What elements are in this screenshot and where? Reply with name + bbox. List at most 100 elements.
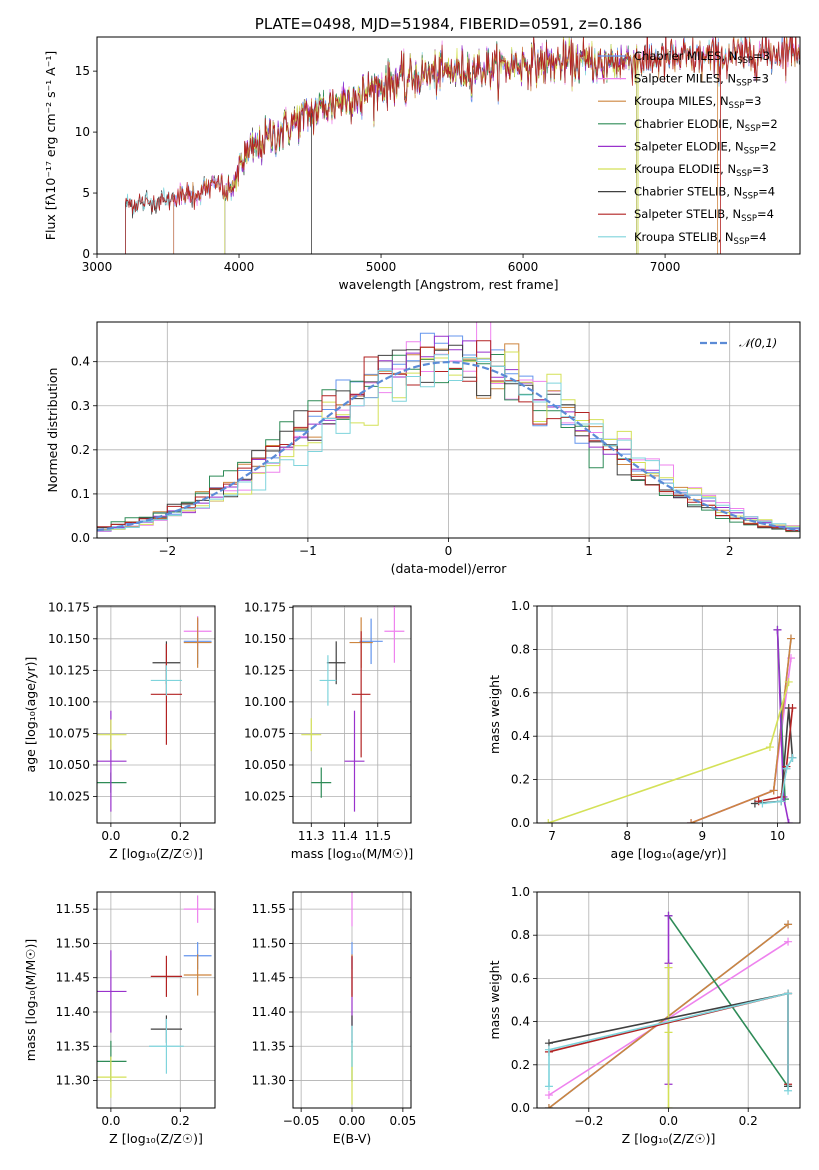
weight-vs-age-xtick-label: 7 [548,829,556,843]
age-vs-mass-ytick-label: 10.150 [244,632,286,646]
age-vs-Z-xtick-label: 0.0 [101,829,120,843]
mass-vs-Z-ytick-label: 11.35 [56,1039,90,1053]
age-vs-mass-point-salpeter-miles [384,606,405,663]
weight-vs-age-ytick-label: 0.2 [511,773,530,787]
age-vs-mass-frame-group: 11.3 11.4 11.5 10.025 10.050 10.075 10.100 10.1… [244,600,413,861]
residuals-ytick-label: 0.2 [71,443,90,457]
age-vs-mass-point-salpeter-stelib [351,631,371,758]
weight-vs-age-marker [687,819,696,823]
weight-vs-Z-frame-group: −0.2 0.0 0.2 0.0 0.2 0.4 0.6 0.8 1.0 Z [log₁₀(Z/Z… [487,885,801,1146]
weight-vs-age-marker [777,797,786,806]
legend-label-normal: 𝒩(0,1) [739,336,777,350]
weight-vs-age-plot [544,625,797,823]
mass-vs-Z-point-salpeter-stelib [150,955,183,997]
spectrum-series-salpeter-stelib [125,37,800,254]
age-vs-mass-ytick-label: 10.100 [244,695,286,709]
mass-vs-Z-plot-area [97,892,215,1108]
weight-vs-age-marker [758,799,767,808]
age-vs-mass-grid [293,606,411,823]
mass-vs-ebv-xtick-label: 0.00 [339,1114,366,1128]
weight-vs-Z-ytick-label: 0.0 [511,1101,530,1115]
age-vs-Z-plot [97,616,212,812]
weight-vs-age-xtick-label: 10 [770,829,785,843]
age-vs-mass-point-salpeter-elodie [344,710,365,812]
weight-vs-Z-ytick-label: 0.8 [511,928,530,942]
age-vs-Z-xlabel: Z [log₁₀(Z/Z☉)] [109,846,203,861]
age-vs-mass-point-chabrier-stelib [326,641,346,685]
mass-vs-ebv-frame [292,891,412,1109]
weight-vs-age-plot-area [537,606,800,823]
age-vs-Z-axes: 0.0 0.2 10.025 10.050 10.075 10.100 10.125 10.1… [23,600,216,861]
spectrum-ytick-label: 10 [75,125,90,139]
weight-vs-Z-ytick-label: 0.2 [511,1058,530,1072]
spectrum-xtick-label: 5000 [366,260,397,274]
mass-vs-Z-point-kroupa-miles [183,954,212,996]
age-vs-Z-frame-group: 0.0 0.2 10.025 10.050 10.075 10.100 10.125 10.1… [23,600,216,861]
spectrum-legend: Chabrier MILES, NSSP=3 Salpeter MILES, NS… [598,49,778,247]
residuals-xtick-label: 0 [445,544,453,558]
weight-vs-Z-marker [664,1028,673,1037]
weight-vs-age-axes: 7 8 9 10 0.0 0.2 0.4 0.6 0.8 1.0 age [log₁₀(age/yr… [487,599,801,861]
age-vs-Z-ytick-label: 10.125 [48,663,90,677]
legend-label-salpeter-miles: Salpeter MILES, NSSP=3 [634,72,769,89]
age-vs-mass-ytick-label: 10.175 [244,600,286,614]
weight-vs-age-marker [788,703,797,712]
weight-vs-Z-series-kroupa-stelib [548,992,789,1091]
mass-vs-Z-ytick-label: 11.45 [56,971,90,985]
weight-vs-Z-series-chabrier-elodie [667,915,789,1087]
age-vs-Z-ylabel: age [log₁₀(age/yr)] [23,657,38,773]
weight-vs-Z-marker [784,989,793,998]
legend-label-salpeter-stelib: Salpeter STELIB, NSSP=4 [634,207,774,224]
legend-label-chabrier-miles: Chabrier MILES, NSSP=3 [634,49,770,66]
mass-vs-ebv-xtick-label: −0.05 [283,1114,320,1128]
spectrum-plot-area [97,37,800,254]
weight-vs-Z-marker [544,1091,553,1100]
mass-vs-Z-point-salpeter-miles [183,895,212,923]
residuals-ytick-label: 0.3 [71,399,90,413]
age-vs-mass-point-kroupa-elodie [301,718,322,752]
weight-vs-Z-marker [544,1082,553,1091]
mass-vs-ebv-axes: −0.05 0.00 0.05 11.30 11.35 11.40 11.45 11.50 11… [252,891,416,1146]
weight-vs-age-marker [544,819,553,823]
mass-vs-Z-ytick-label: 11.30 [56,1074,90,1088]
mass-vs-Z-axes: 0.0 0.2 11.30 11.35 11.40 11.45 11.50 11.55 Z [l… [23,891,216,1146]
mass-vs-Z-xtick-label: 0.2 [171,1114,190,1128]
age-vs-Z-point-kroupa-elodie [97,719,127,750]
mass-vs-Z-ylabel: mass [log₁₀(M/M☉)] [23,939,38,1061]
weight-vs-age-ytick-label: 0.8 [511,642,530,656]
residuals-ytick-label: 0.1 [71,487,90,501]
mass-vs-ebv-ytick-label: 11.30 [252,1074,286,1088]
residuals-xtick-label: 1 [585,544,593,558]
age-vs-mass-xtick-label: 11.3 [298,829,325,843]
weight-vs-age-series-kroupa-stelib [762,757,794,805]
age-vs-mass-point-chabrier-miles [359,618,383,665]
age-vs-mass-frame [292,605,412,824]
age-vs-Z-ytick-label: 10.025 [48,790,90,804]
weight-vs-Z-plot [544,911,793,1108]
spectrum-xlabel: wavelength [Angstrom, rest frame] [338,277,558,292]
legend-label-salpeter-elodie: Salpeter ELODIE, NSSP=2 [634,139,777,156]
legend-label-kroupa-elodie: Kroupa ELODIE, NSSP=3 [634,162,769,179]
spectrum-xtick-label: 4000 [224,260,255,274]
weight-vs-Z-xtick-label: −0.2 [574,1114,603,1128]
weight-vs-age-xtick-label: 8 [623,829,631,843]
mass-vs-Z-point-salpeter-elodie [97,950,127,1033]
mass-vs-ebv-ytick-label: 11.50 [252,936,286,950]
age-vs-Z-frame [96,605,216,824]
age-vs-mass-ytick-label: 10.025 [244,790,286,804]
age-vs-Z-ytick-label: 10.175 [48,600,90,614]
age-vs-mass-point-kroupa-stelib [319,655,337,706]
spectrum-frame-group: 3000 4000 5000 6000 7000 0 5 10 15 wavelength [An… [43,36,801,292]
residuals-xtick-label: −2 [158,544,176,558]
legend-label-kroupa-miles: Kroupa MILES, NSSP=3 [634,94,761,111]
spectrum-ylabel: Flux [fλ10⁻¹⁷ erg cm⁻² s⁻¹ A⁻¹] [43,51,58,240]
spectrum-xtick-label: 3000 [82,260,113,274]
weight-vs-Z-axes: −0.2 0.0 0.2 0.0 0.2 0.4 0.6 0.8 1.0 Z [log₁₀(Z/Z… [487,885,801,1146]
spectrum-xtick-label: 7000 [650,260,681,274]
mass-vs-ebv-frame-group: −0.05 0.00 0.05 11.30 11.35 11.40 11.45 11.50 11… [252,891,416,1146]
mass-vs-Z-point-kroupa-stelib [149,1018,184,1074]
weight-vs-Z-marker [544,1104,553,1108]
mass-vs-ebv-ytick-label: 11.35 [252,1039,286,1053]
mass-vs-Z-ytick-label: 11.40 [56,1005,90,1019]
